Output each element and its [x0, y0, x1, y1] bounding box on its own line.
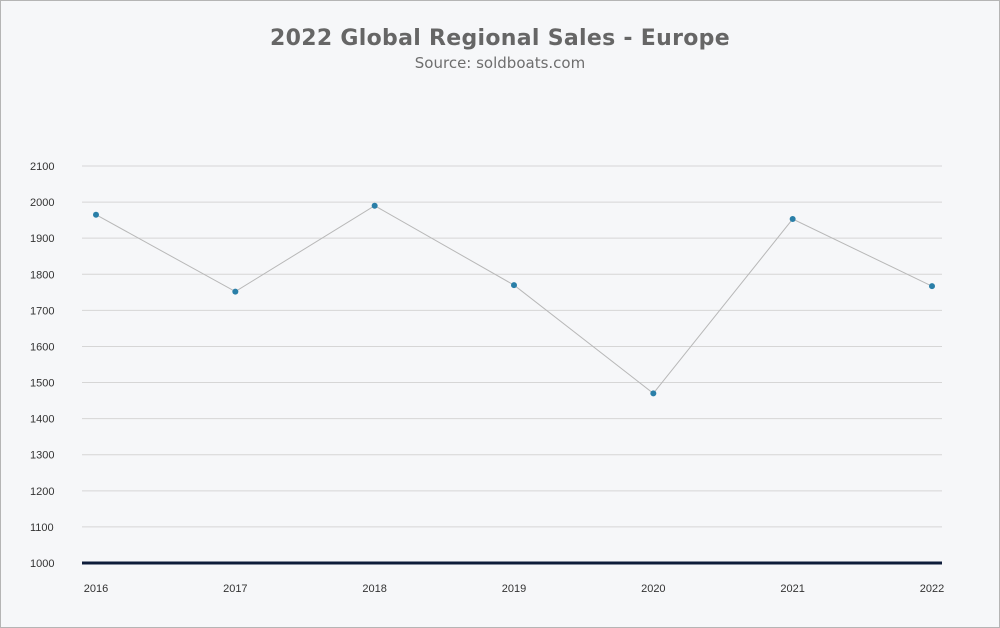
data-point [650, 390, 657, 397]
y-tick-label: 1200 [30, 486, 54, 498]
y-tick-label: 1800 [30, 269, 54, 281]
data-point [232, 288, 239, 295]
series-line [95, 205, 933, 395]
data-point [371, 202, 378, 209]
grid-lines [82, 165, 942, 565]
y-tick-label: 1600 [30, 341, 54, 353]
y-tick-label: 2000 [30, 197, 54, 209]
data-point [789, 216, 796, 223]
y-tick-label: 1300 [30, 450, 54, 462]
y-tick-label: 2100 [30, 161, 54, 173]
chart-subtitle: Source: soldboats.com [414, 54, 586, 72]
x-tick-label: 2022 [920, 583, 944, 595]
x-axis-ticks: 2016 2017 2018 2019 2020 2021 2022 [84, 583, 944, 595]
y-tick-label: 1400 [30, 414, 54, 426]
data-point [929, 283, 935, 290]
data-point [511, 282, 517, 289]
x-tick-label: 2018 [362, 583, 386, 595]
x-tick-label: 2016 [84, 583, 108, 595]
y-axis-ticks: 1000 1100 1200 1300 1400 1500 1600 1700 1800 1900… [30, 161, 54, 570]
x-tick-label: 2017 [223, 583, 247, 595]
series-line-path [95, 205, 933, 395]
y-tick-label: 1000 [30, 558, 54, 570]
data-point [93, 211, 99, 218]
y-tick-label: 1700 [30, 305, 54, 317]
y-tick-label: 1900 [30, 233, 54, 245]
chart-title: 2022 Global Regional Sales - Europe [270, 26, 730, 51]
y-tick-label: 1500 [30, 378, 54, 390]
y-tick-label: 1100 [30, 522, 54, 534]
x-tick-label: 2019 [502, 583, 526, 595]
x-tick-label: 2020 [641, 583, 665, 595]
series-points [93, 202, 935, 397]
x-tick-label: 2021 [780, 583, 804, 595]
